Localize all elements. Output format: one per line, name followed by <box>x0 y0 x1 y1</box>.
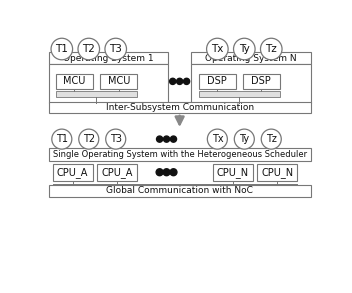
Text: Tz: Tz <box>265 44 277 54</box>
Bar <box>49 185 310 197</box>
Text: DSP: DSP <box>207 76 227 86</box>
Bar <box>199 74 236 89</box>
Circle shape <box>156 169 163 176</box>
Circle shape <box>105 38 126 60</box>
Bar <box>199 91 280 97</box>
Text: Ty: Ty <box>239 44 250 54</box>
Text: Operating System 1: Operating System 1 <box>63 54 154 63</box>
Text: CPU_A: CPU_A <box>102 167 133 178</box>
Text: Tx: Tx <box>212 134 223 144</box>
Bar <box>257 164 297 181</box>
Text: T2: T2 <box>83 134 95 144</box>
Text: CPU_A: CPU_A <box>57 167 88 178</box>
Bar <box>213 164 253 181</box>
Text: MCU: MCU <box>108 76 130 86</box>
Text: Single Operating System with the Heterogeneous Scheduler: Single Operating System with the Heterog… <box>52 150 307 159</box>
Text: Tx: Tx <box>211 44 224 54</box>
Circle shape <box>52 129 72 149</box>
Circle shape <box>177 78 183 84</box>
Text: Global Communication with NoC: Global Communication with NoC <box>106 186 253 195</box>
Circle shape <box>163 169 170 176</box>
Circle shape <box>234 129 254 149</box>
Bar <box>100 74 137 89</box>
Text: T3: T3 <box>109 44 122 54</box>
Circle shape <box>157 136 163 142</box>
Bar <box>56 91 137 97</box>
Text: T2: T2 <box>82 44 95 54</box>
Text: T1: T1 <box>55 44 68 54</box>
Text: T1: T1 <box>56 134 68 144</box>
Circle shape <box>183 78 190 84</box>
Circle shape <box>261 129 281 149</box>
Bar <box>56 74 93 89</box>
Text: DSP: DSP <box>251 76 271 86</box>
Bar <box>49 64 168 103</box>
Bar <box>191 52 310 64</box>
Text: Ty: Ty <box>239 134 249 144</box>
Circle shape <box>79 129 99 149</box>
Circle shape <box>170 136 177 142</box>
Text: MCU: MCU <box>63 76 85 86</box>
Bar <box>52 164 93 181</box>
Circle shape <box>51 38 73 60</box>
Circle shape <box>78 38 100 60</box>
Text: CPU_N: CPU_N <box>261 167 294 178</box>
Circle shape <box>260 38 282 60</box>
Circle shape <box>170 78 176 84</box>
Text: T3: T3 <box>110 134 122 144</box>
Circle shape <box>207 129 227 149</box>
Circle shape <box>163 136 170 142</box>
Bar <box>191 64 310 103</box>
Circle shape <box>207 38 228 60</box>
Text: Inter-Subsystem Communication: Inter-Subsystem Communication <box>106 103 254 112</box>
Circle shape <box>233 38 255 60</box>
Bar <box>97 164 137 181</box>
Bar <box>243 74 280 89</box>
Text: Operating System N: Operating System N <box>205 54 297 63</box>
Circle shape <box>106 129 126 149</box>
Bar <box>49 148 310 161</box>
Text: CPU_N: CPU_N <box>217 167 249 178</box>
Bar <box>49 52 168 64</box>
Text: Tz: Tz <box>266 134 277 144</box>
Bar <box>49 102 310 113</box>
Circle shape <box>170 169 177 176</box>
